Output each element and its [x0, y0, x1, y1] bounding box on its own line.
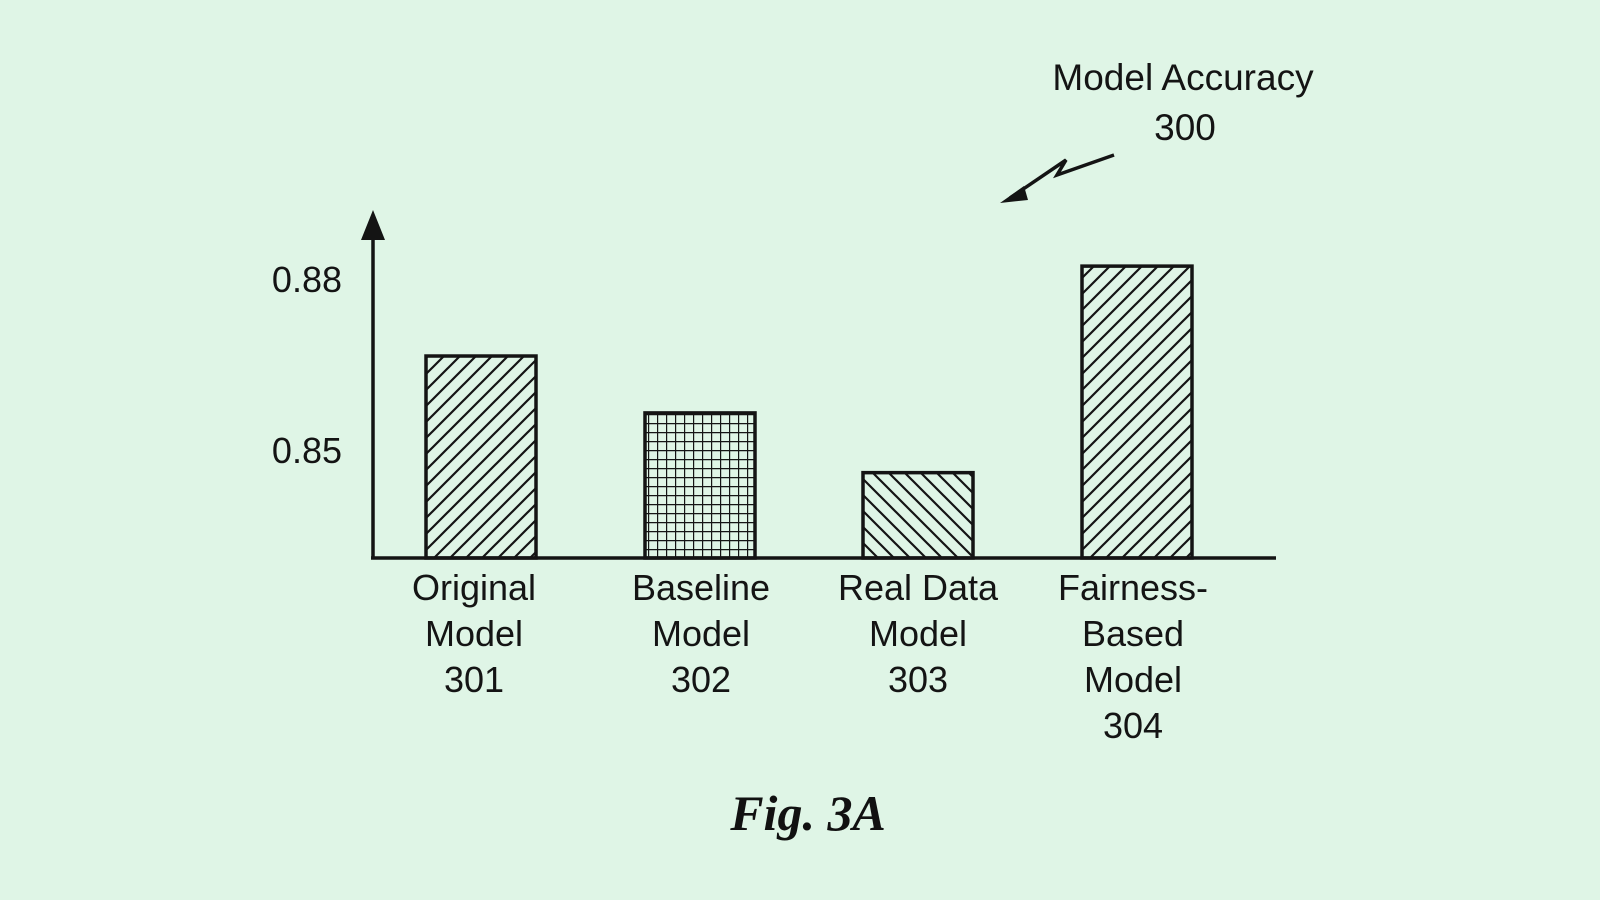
x-category-label: Original: [412, 567, 536, 608]
bar-1: [424, 354, 538, 560]
x-category-label: Model: [869, 613, 967, 654]
y-tick-label: 0.85: [272, 430, 342, 471]
x-category-label: Based: [1082, 613, 1184, 654]
x-category-label: Baseline: [632, 567, 770, 608]
x-category-label: Model: [652, 613, 750, 654]
x-category-label: 302: [671, 659, 731, 700]
leader-arrowhead-icon: [1000, 186, 1028, 203]
x-category-label: Fairness-: [1058, 567, 1208, 608]
bar-4: [1080, 264, 1194, 560]
x-category-label: 303: [888, 659, 948, 700]
x-category-label: Model: [1084, 659, 1182, 700]
x-category-label: 304: [1103, 705, 1163, 746]
x-category-label: Model: [425, 613, 523, 654]
leader-arrow-icon: [1009, 153, 1115, 200]
y-tick-label: 0.88: [272, 259, 342, 300]
figure-caption: Fig. 3A: [729, 785, 886, 841]
y-axis-arrow-icon: [361, 210, 385, 240]
chart-title-ref: 300: [1154, 107, 1216, 148]
bar-3: [861, 470, 975, 560]
chart-title: Model Accuracy: [1052, 57, 1314, 98]
x-category-label: 301: [444, 659, 504, 700]
bar-2: [643, 411, 757, 560]
x-category-label: Real Data: [838, 567, 999, 608]
